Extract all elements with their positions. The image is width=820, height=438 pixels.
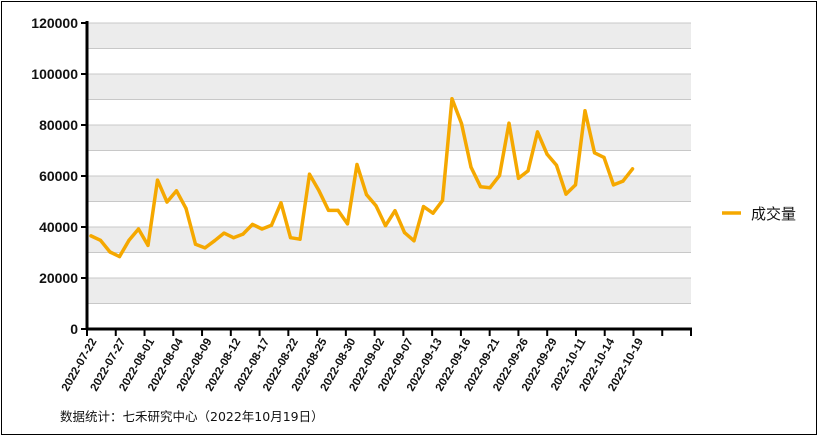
data-point (193, 242, 198, 246)
series-layer (89, 96, 635, 259)
data-point (326, 208, 331, 212)
data-point (231, 236, 236, 240)
data-point (260, 227, 264, 231)
grid-band (87, 74, 691, 100)
data-point (554, 163, 559, 167)
data-point (412, 239, 416, 243)
data-point (364, 193, 369, 197)
data-point (89, 234, 93, 238)
data-point (421, 205, 426, 209)
data-point (393, 209, 397, 213)
data-point (374, 204, 378, 208)
y-tick-label: 120000 (31, 15, 78, 31)
data-point (573, 183, 578, 187)
data-point (184, 206, 188, 210)
data-point (241, 232, 245, 236)
data-point (212, 239, 217, 243)
data-point (279, 201, 283, 205)
data-point (621, 179, 625, 183)
data-point (459, 121, 464, 126)
data-point (127, 238, 131, 242)
data-point (383, 224, 388, 228)
legend-label-chengjiaoliang: 成交量 (751, 205, 796, 223)
data-point (136, 227, 141, 231)
data-point (431, 211, 435, 215)
source-note: 数据统计：七禾研究中心（2022年10月19日） (60, 409, 324, 424)
data-point (469, 165, 473, 169)
data-point (203, 246, 207, 250)
data-point (146, 243, 150, 247)
y-tick-label: 100000 (31, 66, 78, 82)
grid-band (87, 125, 691, 151)
data-point (174, 189, 179, 193)
y-tick-label: 60000 (39, 168, 78, 184)
data-point (108, 250, 112, 254)
data-point (155, 178, 160, 182)
grid-bands (87, 23, 691, 304)
grid-band (87, 176, 691, 202)
data-point (117, 255, 122, 259)
data-point (345, 222, 350, 226)
data-point (307, 172, 312, 176)
grid-lines (87, 22, 691, 304)
data-point (516, 176, 521, 180)
grid-band (87, 23, 691, 49)
data-point (526, 169, 530, 173)
y-axis-ticks: 0 20000 40000 60000 80000 100000 120000 (31, 15, 87, 337)
y-tick-label: 0 (70, 321, 78, 337)
y-tick-label: 40000 (39, 219, 78, 235)
data-point (450, 97, 454, 101)
data-point (507, 121, 511, 125)
data-point (355, 162, 359, 167)
data-point (269, 223, 274, 227)
data-point (488, 186, 492, 190)
grid-band (87, 227, 691, 253)
data-point (592, 151, 597, 155)
x-axis-ticks: 2022-07-222022-07-272022-08-012022-08-04… (60, 329, 692, 393)
axes (85, 21, 692, 331)
data-point (564, 192, 568, 196)
legend: 成交量 (722, 205, 796, 223)
data-point (630, 167, 635, 171)
data-point (535, 130, 540, 134)
data-point (497, 173, 502, 178)
data-point (583, 109, 587, 113)
grid-band (87, 278, 691, 304)
data-point (250, 222, 255, 226)
y-tick-label: 20000 (39, 270, 78, 286)
data-point (165, 200, 169, 204)
data-point (545, 152, 549, 156)
data-point (440, 198, 445, 203)
data-point (336, 208, 340, 212)
data-point (317, 189, 321, 193)
data-point (288, 236, 293, 240)
data-point (222, 231, 226, 235)
data-point (402, 231, 407, 235)
data-point (611, 183, 616, 187)
series-line-chengjiaoliang (89, 96, 635, 259)
data-point (298, 237, 302, 241)
data-point (98, 238, 103, 242)
y-tick-label: 80000 (39, 117, 78, 133)
data-point (602, 155, 606, 159)
data-point (478, 185, 483, 189)
